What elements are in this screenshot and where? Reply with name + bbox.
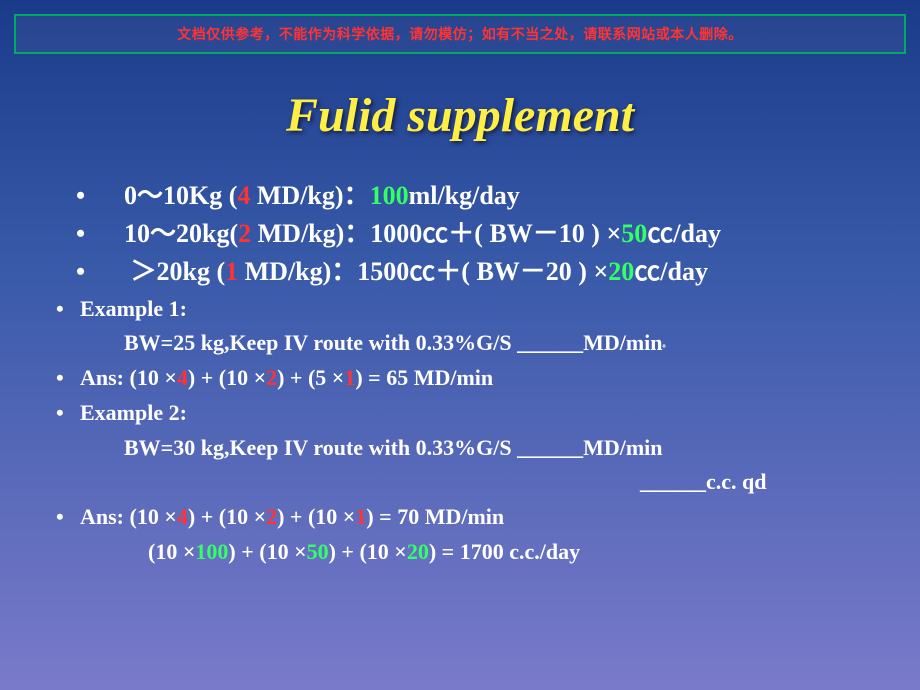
rule-over-20kg: • ＞20kg (1 MD/kg)：1500㏄＋( BW－20 ) ×20㏄/d… bbox=[80, 254, 880, 290]
example-2-body: BW=30 kg,Keep IV route with 0.33%G/S ___… bbox=[20, 431, 880, 466]
answer-2-cc: (10 ×100) + (10 ×50) + (10 ×20) = 1700 c… bbox=[20, 535, 880, 570]
disclaimer-banner: 文档仅供参考，不能作为科学依据，请勿模仿；如有不当之处，请联系网站或本人删除。 bbox=[14, 14, 906, 54]
rule-10-20kg: •10～20kg(2 MD/kg)：1000㏄＋( BW－10 ) ×50㏄/d… bbox=[80, 216, 880, 252]
bullet-icon: • bbox=[56, 292, 80, 327]
example-2-blank2: ______c.c. qd bbox=[80, 465, 880, 500]
example-1-label: •Example 1: bbox=[20, 292, 880, 327]
bullet-icon: • bbox=[56, 500, 80, 535]
bullet-icon: • bbox=[56, 361, 80, 396]
rule-0-10kg: •0～10Kg (4 MD/kg)：100ml/kg/day bbox=[80, 178, 880, 214]
bullet-icon: • bbox=[100, 216, 124, 252]
answer-1: •Ans: (10 ×4) + (10 ×2) + (5 ×1) = 65 MD… bbox=[20, 361, 880, 396]
answer-2-md: •Ans: (10 ×4) + (10 ×2) + (10 ×1) = 70 M… bbox=[20, 500, 880, 535]
disclaimer-text: 文档仅供参考，不能作为科学依据，请勿模仿；如有不当之处，请联系网站或本人删除。 bbox=[177, 24, 743, 44]
slide-content: •0～10Kg (4 MD/kg)：100ml/kg/day •10～20kg(… bbox=[80, 178, 880, 570]
bullet-icon: • bbox=[100, 178, 124, 214]
slide-title: Fulid supplement bbox=[0, 88, 920, 143]
bullet-icon: • bbox=[56, 396, 80, 431]
bullet-icon: • bbox=[100, 254, 124, 290]
example-2-label: •Example 2: bbox=[20, 396, 880, 431]
example-1-body: BW=25 kg,Keep IV route with 0.33%G/S ___… bbox=[20, 326, 880, 361]
